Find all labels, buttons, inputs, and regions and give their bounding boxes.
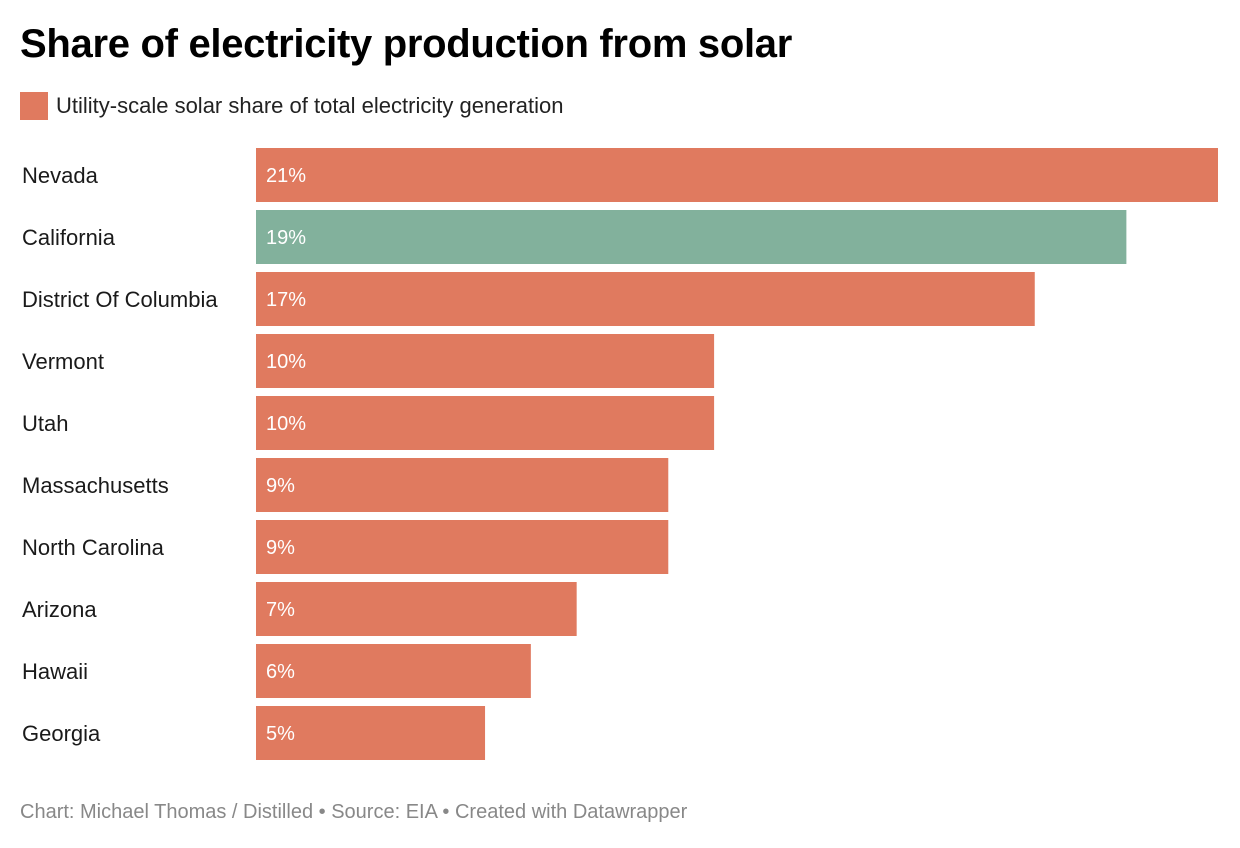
value-label: 21% (266, 165, 306, 187)
category-label: Hawaii (22, 659, 88, 684)
footer-tool: Created with Datawrapper (454, 801, 688, 823)
category-label: Georgia (22, 721, 101, 746)
bar (256, 582, 577, 636)
bar (256, 458, 669, 512)
bar (256, 520, 669, 574)
category-label: California (22, 225, 116, 250)
category-label: Nevada (22, 163, 99, 188)
value-label: 19% (266, 227, 306, 249)
category-label: District Of Columbia (22, 287, 218, 312)
value-label: 9% (266, 475, 295, 497)
category-label: Vermont (22, 349, 104, 374)
legend: Utility-scale solar share of total elect… (20, 92, 563, 120)
category-label: North Carolina (22, 535, 165, 560)
value-label: 6% (266, 661, 295, 683)
bar-chart: Nevada 21% California 19% District Of Columb… (22, 148, 1218, 760)
footer: Chart: Michael Thomas / Distilled • Sour… (20, 798, 687, 826)
bar (256, 396, 715, 450)
bar (256, 706, 486, 760)
footer-separator: • (318, 801, 326, 823)
bar (256, 210, 1127, 264)
value-label: 10% (266, 413, 306, 435)
value-label: 17% (266, 289, 306, 311)
category-label: Arizona (22, 597, 97, 622)
value-label: 7% (266, 599, 295, 621)
bar (256, 148, 1218, 202)
legend-swatch (20, 92, 48, 120)
bar (256, 272, 1035, 326)
category-label: Massachusetts (22, 473, 169, 498)
category-label: Utah (22, 411, 68, 436)
footer-separator: • (442, 801, 450, 823)
bar (256, 644, 531, 698)
footer-source: Source: EIA (331, 801, 437, 823)
value-label: 10% (266, 351, 306, 373)
footer-credit: Chart: Michael Thomas / Distilled (20, 801, 314, 823)
chart-title: Share of electricity production from sol… (20, 22, 793, 66)
bar (256, 334, 715, 388)
legend-label: Utility-scale solar share of total elect… (56, 93, 564, 118)
value-label: 5% (266, 723, 295, 745)
value-label: 9% (266, 537, 295, 559)
